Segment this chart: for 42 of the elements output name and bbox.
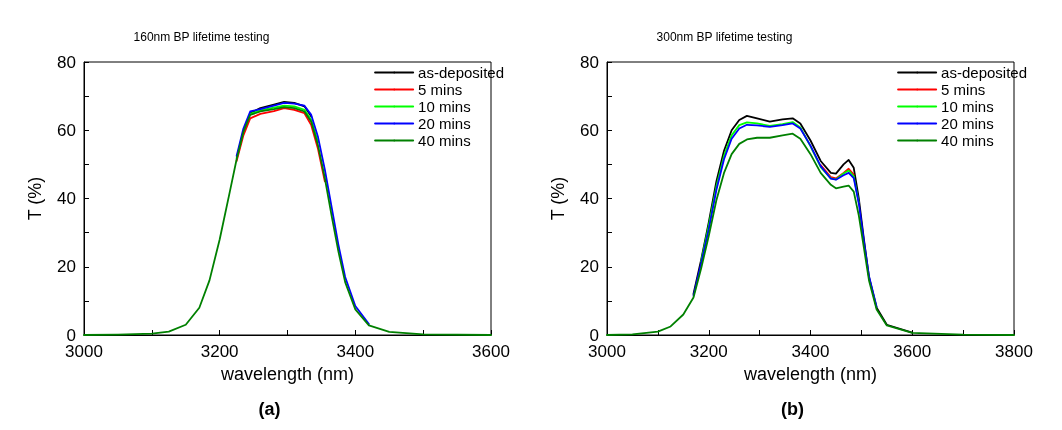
x-tick-label: 3000 bbox=[588, 342, 626, 361]
legend-label: as-deposited bbox=[418, 64, 505, 81]
x-tick-label: 3600 bbox=[472, 342, 510, 361]
legend-label: 40 mins bbox=[418, 132, 471, 149]
line-series bbox=[692, 122, 878, 308]
legend-label: 20 mins bbox=[941, 115, 994, 132]
legend-label: as-deposited bbox=[941, 64, 1028, 81]
y-axis-title: T (%) bbox=[548, 176, 568, 221]
y-tick-label: 0 bbox=[66, 325, 76, 345]
y-axis-title: T (%) bbox=[25, 176, 45, 221]
line-series bbox=[235, 102, 370, 325]
legend-label: 5 mins bbox=[418, 81, 463, 98]
x-axis-title: wavelength (nm) bbox=[742, 364, 878, 384]
y-tick-label: 0 bbox=[589, 325, 599, 345]
x-tick-label: 3600 bbox=[893, 342, 932, 361]
x-axis-title: wavelength (nm) bbox=[219, 364, 355, 384]
y-tick-label: 40 bbox=[580, 189, 599, 208]
y-tick-label: 80 bbox=[580, 52, 599, 72]
line-series bbox=[819, 164, 855, 180]
x-tick-label: 3200 bbox=[200, 342, 239, 361]
line-series bbox=[235, 107, 326, 183]
legend-label: 5 mins bbox=[941, 81, 986, 98]
y-tick-label: 80 bbox=[57, 52, 76, 72]
legend-label: 10 mins bbox=[418, 98, 471, 115]
x-tick-label: 3800 bbox=[995, 342, 1033, 361]
chart-title: 160nm BP lifetime testing bbox=[133, 30, 270, 44]
x-tick-label: 3400 bbox=[791, 342, 830, 361]
line-series bbox=[700, 121, 860, 263]
text: (a) bbox=[258, 399, 281, 419]
legend-label: 20 mins bbox=[418, 115, 471, 132]
y-tick-label: 40 bbox=[57, 189, 76, 208]
chart-title: 300nm BP lifetime testing bbox=[656, 30, 793, 44]
x-tick-label: 3000 bbox=[65, 342, 103, 361]
legend-label: 40 mins bbox=[941, 132, 994, 149]
x-tick-label: 3200 bbox=[689, 342, 728, 361]
x-tick-label: 3400 bbox=[336, 342, 375, 361]
y-tick-label: 60 bbox=[57, 120, 76, 140]
text: (b) bbox=[781, 399, 804, 419]
legend-label: 10 mins bbox=[941, 98, 994, 115]
y-tick-label: 20 bbox=[57, 257, 76, 277]
y-tick-label: 60 bbox=[580, 120, 599, 140]
y-tick-label: 20 bbox=[580, 257, 599, 277]
